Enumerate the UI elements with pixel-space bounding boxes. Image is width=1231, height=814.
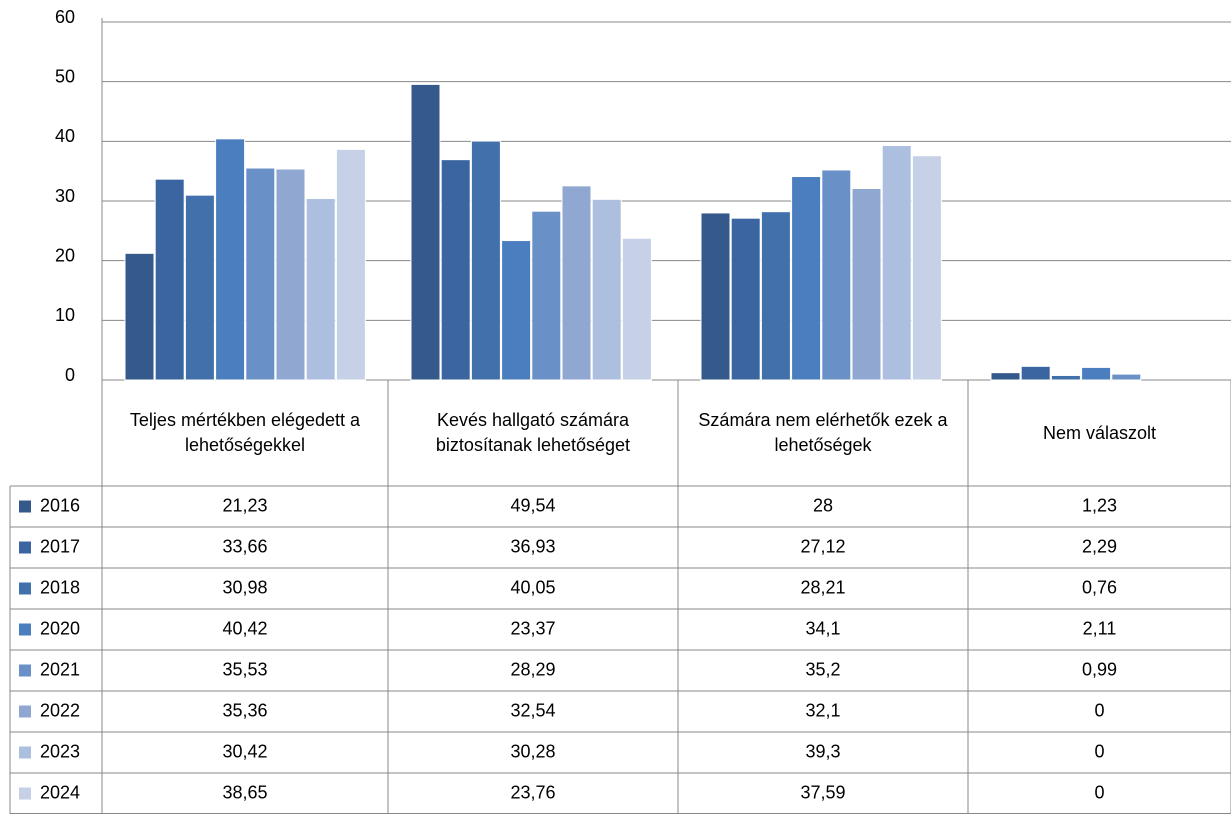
bar	[335, 148, 366, 381]
bar	[470, 140, 501, 381]
table-value: 30,28	[510, 741, 555, 761]
bar	[440, 159, 471, 381]
table-value: 35,53	[222, 659, 267, 679]
table-value: 0,99	[1082, 659, 1117, 679]
bar	[124, 252, 155, 381]
table-value: 0	[1094, 782, 1104, 802]
y-tick-label: 0	[65, 365, 75, 385]
bar	[730, 217, 761, 381]
category-label-box: Kevés hallgató számára biztosítanak lehe…	[435, 410, 631, 455]
category-label-box: Teljes mértékben elégedett a lehetőségek…	[129, 410, 361, 455]
bar	[305, 197, 336, 381]
table-value: 49,54	[510, 495, 555, 515]
legend-label: 2023	[40, 741, 80, 761]
y-tick-label: 20	[55, 245, 75, 265]
table-value: 35,36	[222, 700, 267, 720]
y-tick-label: 30	[55, 186, 75, 206]
bar	[531, 210, 562, 381]
table-value: 28,21	[800, 577, 845, 597]
category-label-box: Nem válaszolt	[1042, 422, 1157, 443]
table-value: 38,65	[222, 782, 267, 802]
table-value: 37,59	[800, 782, 845, 802]
table-value: 2,29	[1082, 536, 1117, 556]
bar	[501, 240, 532, 381]
legend-label: 2021	[40, 659, 80, 679]
legend-swatch	[19, 746, 31, 759]
x-tick-label: Kevés hallgató számára biztosítanak lehe…	[435, 410, 631, 455]
table-value: 23,37	[510, 618, 555, 638]
legend-swatch	[19, 582, 31, 595]
bar	[760, 211, 791, 381]
table-value: 40,42	[222, 618, 267, 638]
bar	[245, 167, 276, 381]
bar	[791, 176, 822, 381]
y-tick-label: 40	[55, 126, 75, 146]
category-label-box: Számára nem elérhetők ezek a lehetőségek	[698, 410, 948, 455]
table-value: 21,23	[222, 495, 267, 515]
bar	[911, 155, 942, 381]
table-value: 34,1	[805, 618, 840, 638]
bar	[184, 194, 215, 381]
legend-swatch	[19, 623, 31, 636]
bar	[990, 372, 1021, 381]
table-value: 36,93	[510, 536, 555, 556]
legend-label: 2016	[40, 495, 80, 515]
bar	[410, 83, 441, 381]
table-value: 40,05	[510, 577, 555, 597]
bar	[700, 212, 731, 381]
bar	[215, 138, 246, 381]
bar	[1050, 374, 1081, 381]
legend-label: 2020	[40, 618, 80, 638]
table-value: 32,54	[510, 700, 555, 720]
table-value: 39,3	[805, 741, 840, 761]
x-tick-label: Számára nem elérhetők ezek a lehetőségek	[698, 410, 948, 455]
table-value: 33,66	[222, 536, 267, 556]
legend-label: 2024	[40, 782, 80, 802]
bar	[1111, 373, 1142, 381]
table-value: 28,29	[510, 659, 555, 679]
x-tick-label: Teljes mértékben elégedett a lehetőségek…	[129, 410, 361, 455]
table-value: 1,23	[1082, 495, 1117, 515]
legend-swatch	[19, 664, 31, 677]
table-value: 30,42	[222, 741, 267, 761]
bar	[1020, 365, 1051, 381]
bar	[821, 169, 852, 381]
bar	[851, 187, 882, 381]
legend-swatch	[19, 787, 31, 800]
table-value: 0	[1094, 741, 1104, 761]
bar	[275, 168, 306, 381]
legend-swatch	[19, 500, 31, 513]
legend-swatch	[19, 705, 31, 718]
table-value: 27,12	[800, 536, 845, 556]
bar	[881, 145, 912, 381]
legend-label: 2017	[40, 536, 80, 556]
table-value: 35,2	[805, 659, 840, 679]
legend-swatch	[19, 541, 31, 554]
y-tick-label: 10	[55, 305, 75, 325]
table-value: 23,76	[510, 782, 555, 802]
y-tick-label: 50	[55, 66, 75, 86]
legend-label: 2018	[40, 577, 80, 597]
table-value: 0	[1094, 700, 1104, 720]
y-tick-label: 60	[55, 7, 75, 27]
table-value: 32,1	[805, 700, 840, 720]
table-value: 0,76	[1082, 577, 1117, 597]
table-value: 2,11	[1083, 618, 1117, 638]
bar	[561, 185, 592, 381]
table-value: 30,98	[222, 577, 267, 597]
legend-label: 2022	[40, 700, 80, 720]
bar	[621, 237, 652, 381]
bar	[1081, 366, 1112, 381]
bar	[591, 198, 622, 381]
bar	[154, 178, 185, 381]
table-value: 28	[813, 495, 833, 515]
x-tick-label: Nem válaszolt	[1042, 422, 1157, 443]
